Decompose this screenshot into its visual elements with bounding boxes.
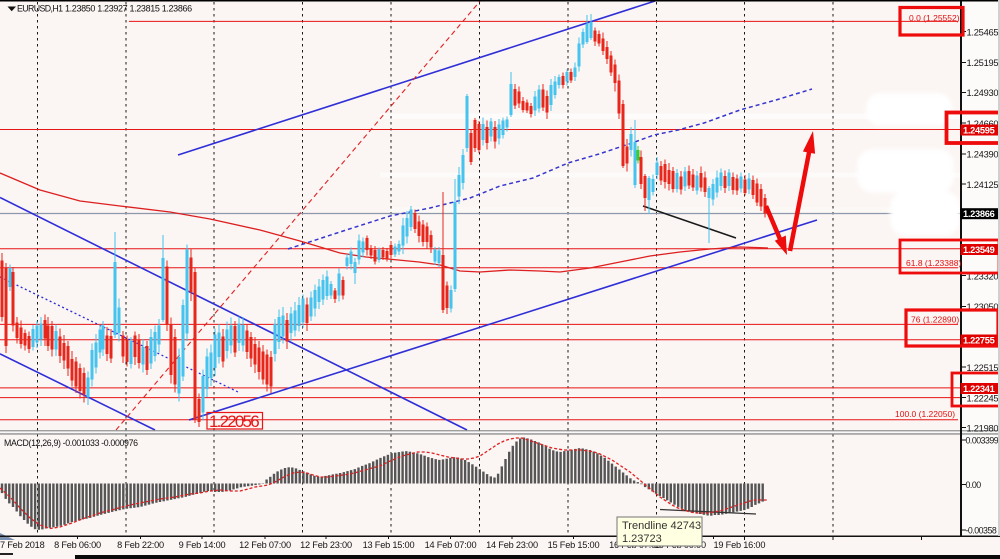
svg-text:12 Feb 23:00: 12 Feb 23:00 [300, 540, 352, 550]
svg-text:1.23850 1.23927 1.23815 1.2386: 1.23850 1.23927 1.23815 1.23866 [65, 3, 192, 13]
svg-text:1.24125: 1.24125 [967, 180, 999, 190]
svg-text:0.00: 0.00 [966, 480, 982, 490]
svg-text:1.24930: 1.24930 [967, 88, 999, 98]
svg-text:-0.00358: -0.00358 [966, 526, 997, 536]
svg-text:1.24660: 1.24660 [967, 119, 999, 129]
svg-text:1.23320: 1.23320 [967, 271, 999, 281]
svg-text:1.23866: 1.23866 [963, 209, 995, 219]
svg-text:76 (1.22890): 76 (1.22890) [911, 315, 959, 325]
svg-text:7 Feb 2018: 7 Feb 2018 [0, 540, 45, 550]
svg-text:1.22056: 1.22056 [209, 412, 259, 431]
svg-text:1.23549: 1.23549 [963, 245, 995, 255]
svg-text:8 Feb 06:00: 8 Feb 06:00 [54, 540, 101, 550]
svg-text:1.23723: 1.23723 [622, 533, 662, 545]
svg-text:Trendline 42743: Trendline 42743 [622, 520, 701, 532]
svg-text:EURUSD,H1: EURUSD,H1 [17, 3, 63, 13]
svg-text:100.0 (1.22050): 100.0 (1.22050) [895, 409, 955, 419]
svg-text:MACD(12,26,9) -0.001033 -0.000: MACD(12,26,9) -0.001033 -0.000976 [4, 438, 138, 448]
svg-text:14 Feb 07:00: 14 Feb 07:00 [425, 540, 477, 550]
svg-text:1.22755: 1.22755 [963, 336, 995, 346]
svg-text:1.22341: 1.22341 [963, 384, 995, 394]
svg-text:13 Feb 15:00: 13 Feb 15:00 [363, 540, 415, 550]
svg-text:19 Feb 16:00: 19 Feb 16:00 [714, 540, 766, 550]
svg-text:14 Feb 23:00: 14 Feb 23:00 [486, 540, 538, 550]
svg-text:61.8 (1.23388): 61.8 (1.23388) [906, 258, 961, 268]
svg-text:1.21980: 1.21980 [967, 423, 999, 433]
svg-text:0.003399: 0.003399 [966, 436, 999, 446]
svg-text:1.22515: 1.22515 [967, 363, 999, 373]
svg-text:1.25465: 1.25465 [967, 27, 999, 37]
svg-text:0.0 (1.25552): 0.0 (1.25552) [909, 13, 960, 23]
svg-text:12 Feb 07:00: 12 Feb 07:00 [239, 540, 291, 550]
svg-text:15 Feb 15:00: 15 Feb 15:00 [548, 540, 600, 550]
svg-text:1.23050: 1.23050 [967, 302, 999, 312]
svg-text:1.24390: 1.24390 [967, 150, 999, 160]
svg-text:9 Feb 14:00: 9 Feb 14:00 [179, 540, 226, 550]
svg-text:1.25195: 1.25195 [967, 58, 999, 68]
svg-text:1.24595: 1.24595 [963, 126, 995, 136]
svg-text:1.22245: 1.22245 [967, 393, 999, 403]
svg-text:8 Feb 22:00: 8 Feb 22:00 [117, 540, 164, 550]
